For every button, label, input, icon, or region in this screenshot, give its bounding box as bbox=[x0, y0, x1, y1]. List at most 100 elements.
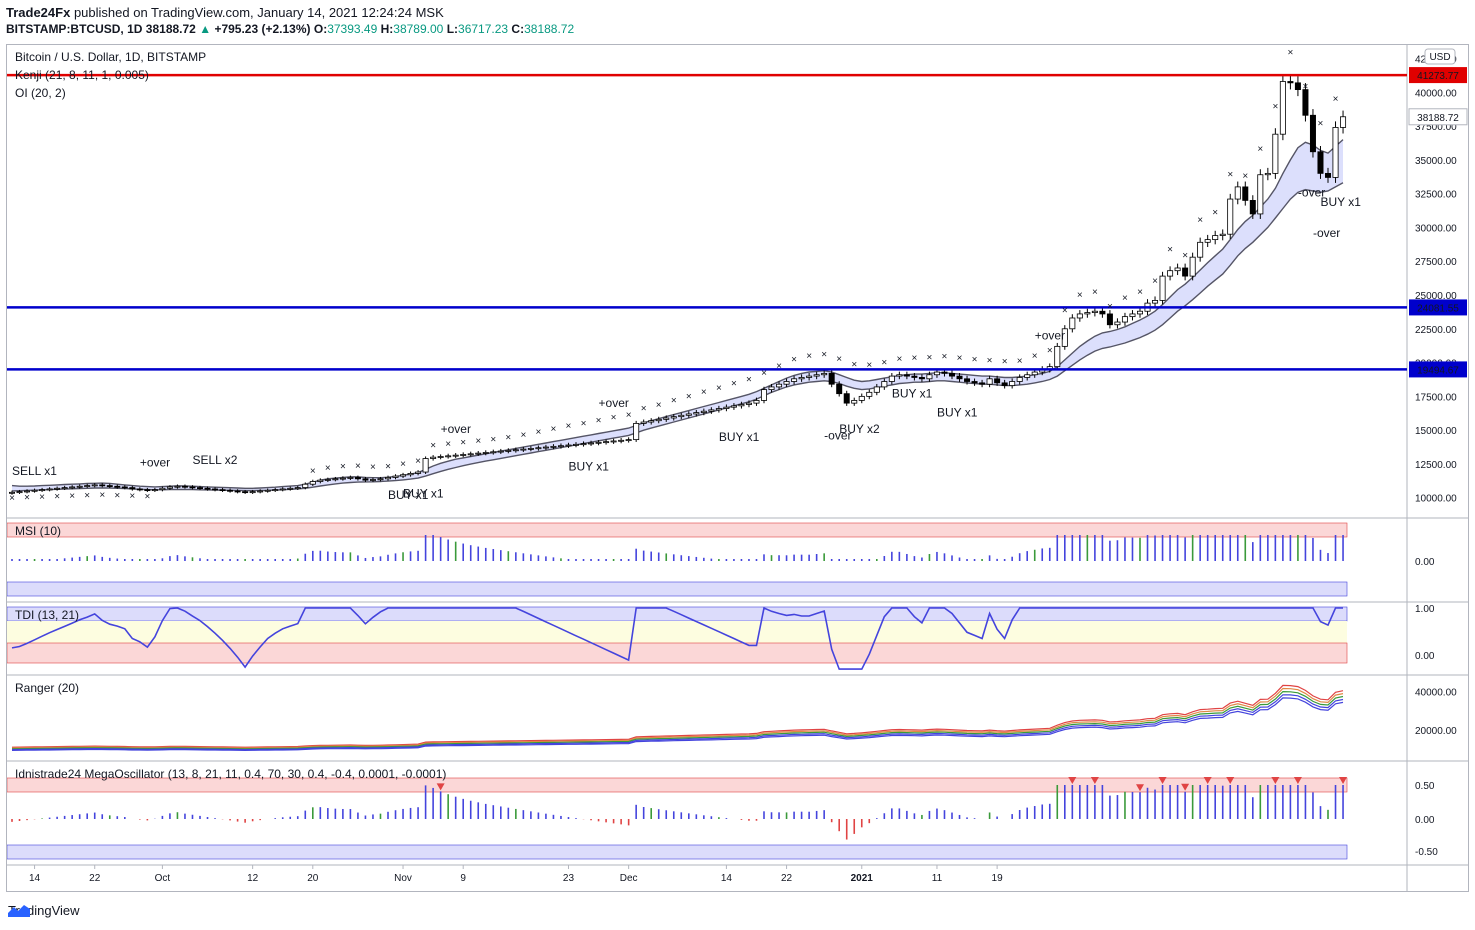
signal-cross-mark: × bbox=[1318, 118, 1324, 129]
candle-body bbox=[242, 491, 249, 494]
candle-body bbox=[91, 484, 98, 487]
candle-body bbox=[407, 473, 414, 476]
candle-body bbox=[219, 489, 226, 492]
signal-cross-mark: × bbox=[866, 360, 872, 371]
signal-cross-mark: × bbox=[1212, 208, 1218, 219]
candle-body bbox=[603, 441, 610, 444]
candle-body bbox=[1084, 312, 1091, 315]
mega-signal-triangle bbox=[1158, 777, 1167, 784]
candle-body bbox=[46, 488, 53, 491]
signal-cross-mark: × bbox=[84, 490, 90, 501]
candle-body bbox=[979, 382, 986, 385]
close-value: 38188.72 bbox=[524, 22, 575, 36]
signal-cross-mark: × bbox=[927, 352, 933, 363]
candle-body bbox=[1309, 114, 1316, 153]
signal-cross-mark: × bbox=[1303, 81, 1309, 92]
change-arrow: ▲ bbox=[199, 22, 212, 36]
candle-body bbox=[881, 381, 888, 388]
candle-body bbox=[941, 371, 948, 374]
price-tick-label: 12500.00 bbox=[1415, 460, 1457, 471]
candle-body bbox=[1031, 371, 1038, 376]
candle-body bbox=[633, 422, 640, 441]
signal-cross-mark: × bbox=[445, 439, 451, 450]
candle-body bbox=[400, 474, 407, 477]
level-price-label: 24081.55 bbox=[1417, 303, 1459, 314]
signal-cross-mark: × bbox=[114, 490, 120, 501]
candle-body bbox=[896, 374, 903, 377]
candle-body bbox=[964, 378, 971, 382]
signal-annotation: SELL x2 bbox=[192, 453, 237, 467]
signal-cross-mark: × bbox=[1227, 169, 1233, 180]
signal-annotation: BUY x1 bbox=[388, 488, 429, 502]
candle-body bbox=[1061, 328, 1068, 347]
candle-body bbox=[565, 444, 572, 447]
signal-cross-mark: × bbox=[1287, 47, 1293, 58]
signal-cross-mark: × bbox=[701, 387, 707, 398]
candle-body bbox=[497, 450, 504, 453]
price-tick-label: 22500.00 bbox=[1415, 325, 1457, 336]
candle-body bbox=[69, 486, 76, 489]
high-value: 38789.00 bbox=[393, 22, 444, 36]
candle-body bbox=[730, 405, 737, 408]
signal-cross-mark: × bbox=[1002, 357, 1008, 368]
candle-body bbox=[655, 418, 662, 422]
candle-body bbox=[1114, 321, 1121, 326]
price-tick-label: 40000.00 bbox=[1415, 88, 1457, 99]
signal-cross-mark: × bbox=[656, 400, 662, 411]
chart-svg[interactable]: 42500.0040000.0037500.0035000.0032500.00… bbox=[7, 45, 1468, 891]
signal-cross-mark: × bbox=[9, 493, 15, 504]
candle-body bbox=[339, 477, 346, 480]
signal-cross-mark: × bbox=[1257, 144, 1263, 155]
mega-signal-triangle bbox=[1068, 777, 1077, 784]
msi-lower-zone bbox=[7, 581, 1348, 597]
candle-body bbox=[843, 393, 850, 404]
ranger-tick-label: 20000.00 bbox=[1415, 726, 1457, 737]
candle-body bbox=[738, 404, 745, 407]
candle-body bbox=[467, 453, 474, 456]
candle-body bbox=[1076, 313, 1083, 319]
candle-body bbox=[1167, 270, 1174, 277]
signal-cross-mark: × bbox=[1107, 301, 1113, 312]
signal-annotation: BUY x2 bbox=[839, 422, 880, 436]
candle-body bbox=[354, 477, 361, 480]
signal-cross-mark: × bbox=[520, 430, 526, 441]
signal-cross-mark: × bbox=[611, 413, 617, 424]
candle-body bbox=[851, 400, 858, 404]
candle-body bbox=[324, 479, 331, 481]
candle-body bbox=[813, 374, 820, 377]
signal-cross-mark: × bbox=[129, 491, 135, 502]
candle-body bbox=[527, 448, 534, 450]
signal-cross-mark: × bbox=[325, 463, 331, 474]
mega-tick-label: 0.50 bbox=[1415, 781, 1435, 792]
candle-body bbox=[490, 451, 497, 454]
signal-annotation: BUY x1 bbox=[937, 406, 978, 420]
mega-signal-triangle bbox=[436, 783, 445, 791]
candle-body bbox=[475, 452, 482, 455]
signal-cross-mark: × bbox=[1047, 345, 1053, 356]
signal-cross-mark: × bbox=[490, 435, 496, 446]
candle-body bbox=[542, 446, 549, 449]
signal-annotation: BUY x1 bbox=[568, 460, 609, 474]
candle-body bbox=[685, 413, 692, 416]
chart-container[interactable]: 42500.0040000.0037500.0035000.0032500.00… bbox=[6, 44, 1469, 892]
candle-body bbox=[715, 408, 722, 411]
candle-body bbox=[227, 489, 234, 492]
signal-cross-mark: × bbox=[1152, 276, 1158, 287]
publish-header: Trade24Fx published on TradingView.com, … bbox=[6, 5, 444, 20]
price-tick-label: 27500.00 bbox=[1415, 257, 1457, 268]
price-panel-title: Bitcoin / U.S. Dollar, 1D, BITSTAMP bbox=[15, 50, 206, 64]
candle-body bbox=[798, 377, 805, 380]
candle-body bbox=[257, 490, 264, 493]
candle-body bbox=[1279, 81, 1286, 135]
candle-body bbox=[768, 386, 775, 391]
signal-cross-mark: × bbox=[144, 492, 150, 503]
high-label: H: bbox=[380, 22, 394, 36]
candle-body bbox=[99, 484, 106, 487]
signal-cross-mark: × bbox=[1062, 306, 1068, 317]
publisher-name[interactable]: Trade24Fx bbox=[6, 5, 71, 20]
signal-cross-mark: × bbox=[370, 462, 376, 473]
candle-body bbox=[54, 487, 61, 490]
mega-signal-triangle bbox=[1293, 777, 1302, 784]
signal-cross-mark: × bbox=[987, 355, 993, 366]
currency-label: USD bbox=[1429, 52, 1450, 63]
